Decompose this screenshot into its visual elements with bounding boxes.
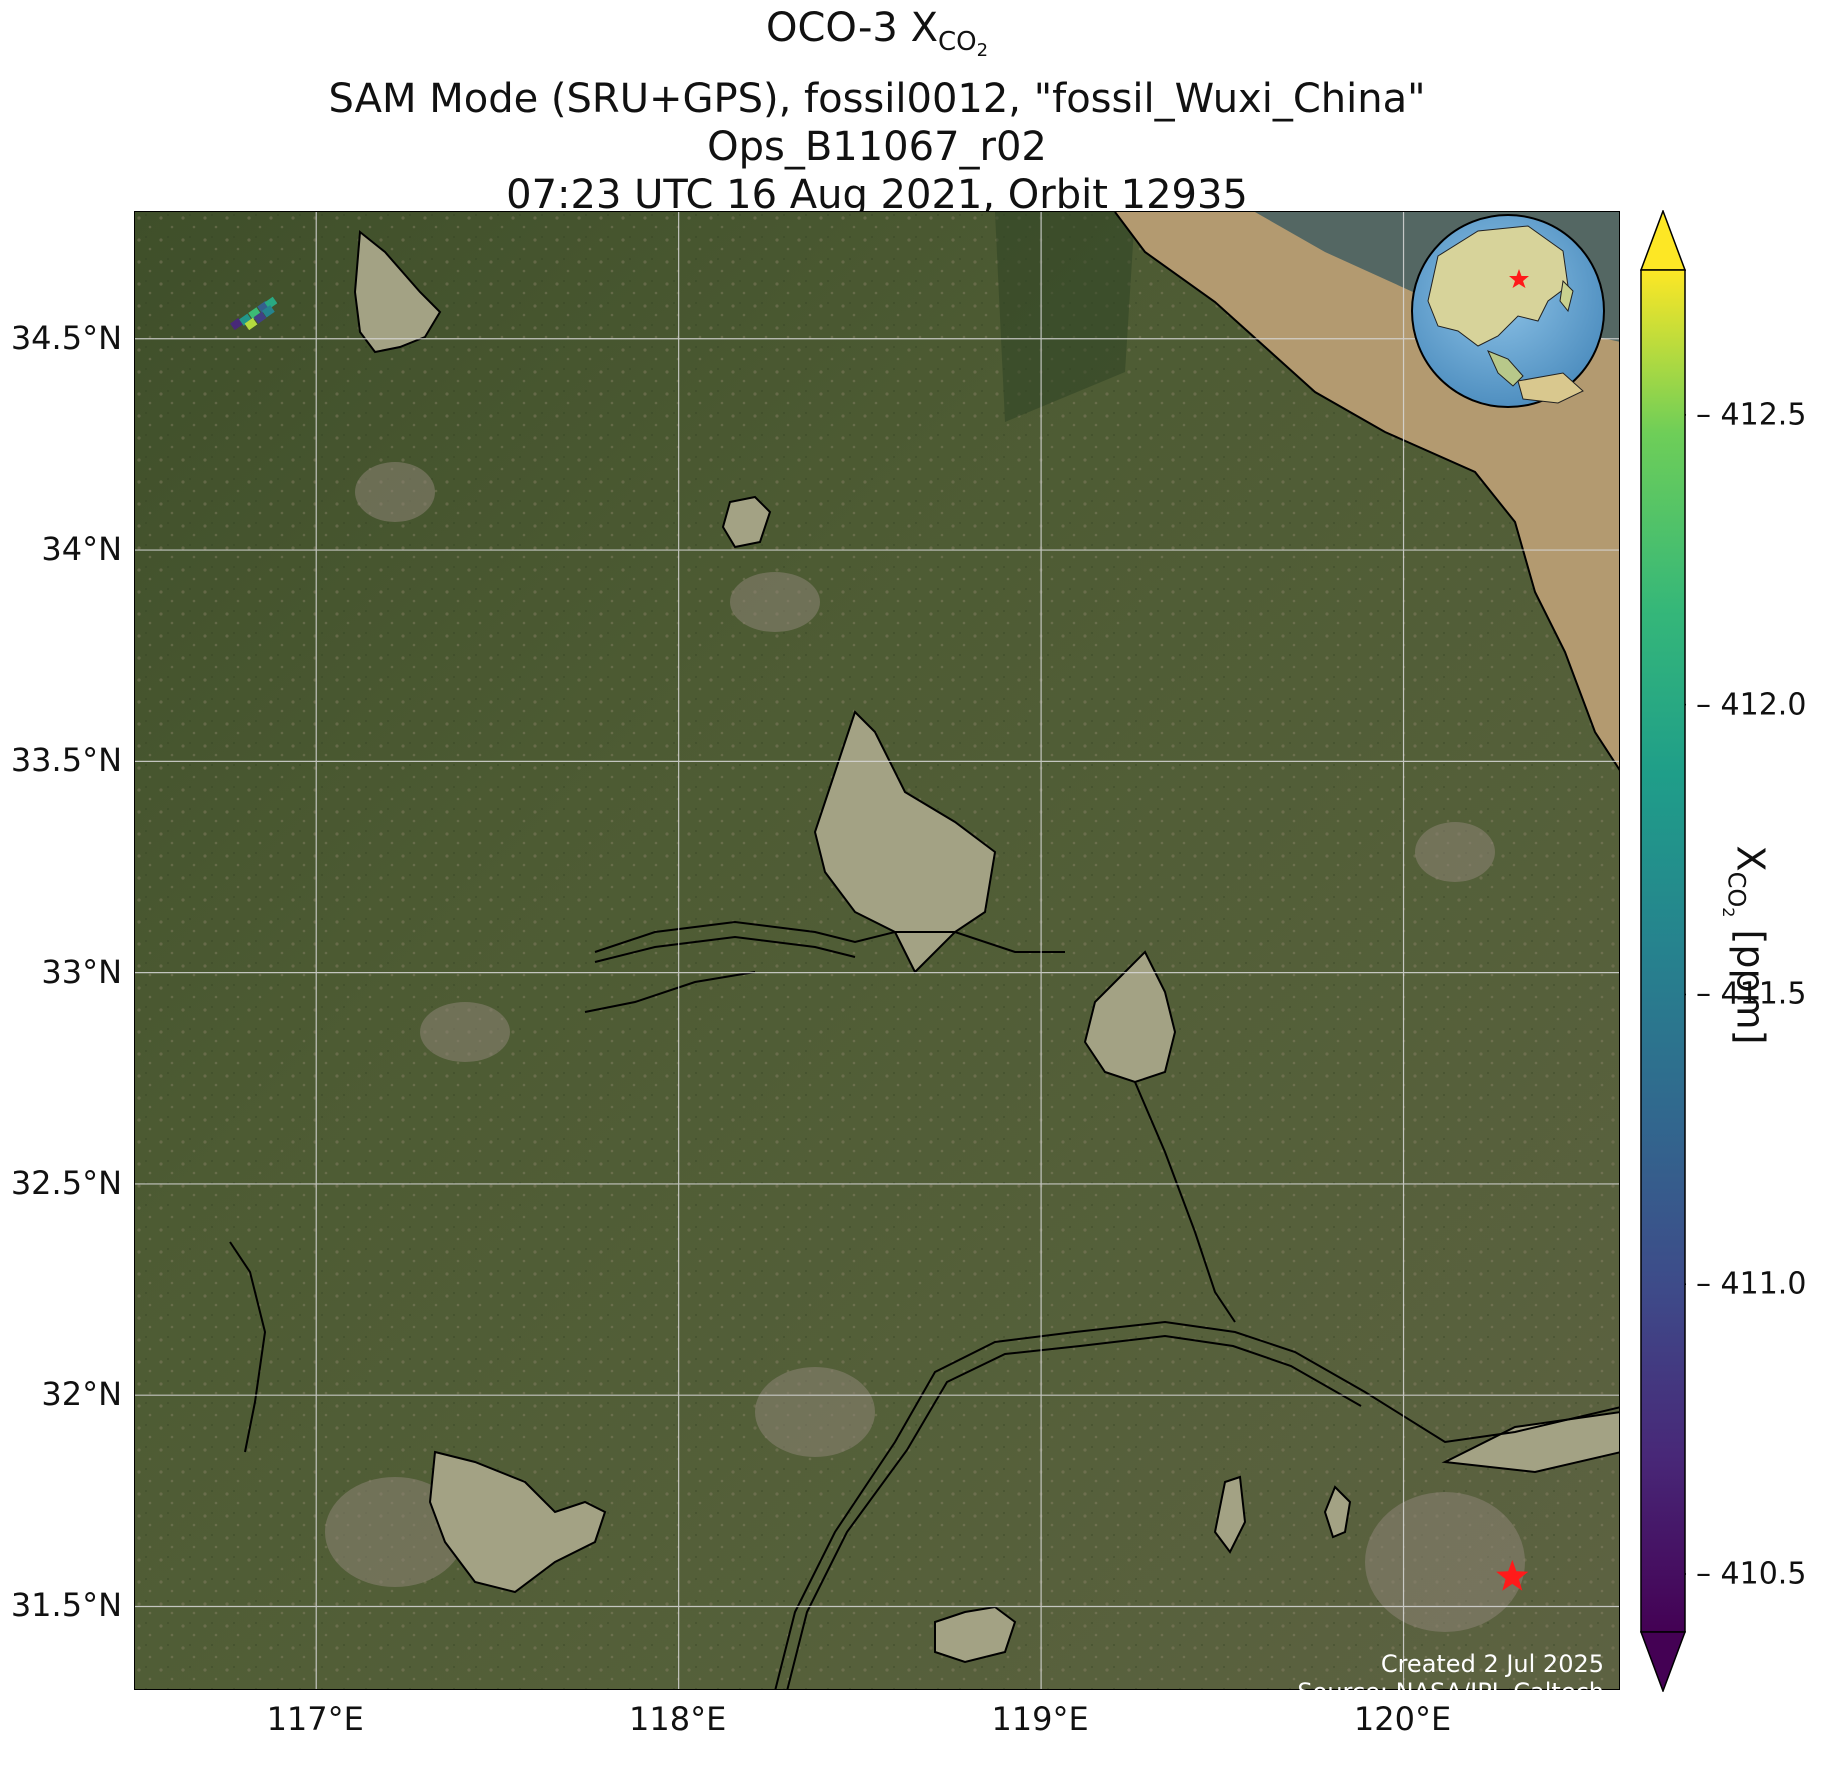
map-canvas — [135, 212, 1619, 1689]
sounding-footprint — [261, 305, 275, 318]
lat-tick-label: 34°N — [41, 530, 122, 569]
globe-australia — [1517, 372, 1584, 404]
weishan-lake — [353, 230, 442, 354]
colorbar-tick-label: – 412.0 — [1696, 687, 1807, 723]
lat-tick-label: 33.5°N — [10, 741, 122, 780]
sounding-footprint — [239, 313, 252, 326]
title-subscript: CO2 — [937, 27, 988, 61]
title-line-2: SAM Mode (SRU+GPS), fossil0012, "fossil_… — [328, 76, 1426, 123]
target-star — [1496, 1559, 1529, 1591]
yangtze-river — [774, 1320, 1619, 1689]
credit-source: Source: NASA/JPL-Caltech — [1297, 1678, 1604, 1706]
colorbar-tick-label: – 411.5 — [1696, 976, 1807, 1012]
colorbar-label-suffix: [ppm] — [1728, 917, 1773, 1045]
colorbar-label-sub: CO2 — [1719, 871, 1752, 918]
lon-tick-label: 119°E — [991, 1700, 1089, 1738]
colorbar — [1640, 210, 1686, 1692]
colorbar-label-prefix: X — [1728, 845, 1773, 872]
credit-created: Created 2 Jul 2025 — [1380, 1650, 1604, 1678]
sounding-footprint — [253, 311, 267, 324]
inset-globe — [1411, 214, 1605, 408]
lat-tick-label: 31.5°N — [10, 1586, 122, 1625]
gucheng-lake — [934, 1605, 1017, 1664]
globe-asia-landmass — [1427, 225, 1569, 347]
title-line-4: 07:23 UTC 16 Aug 2021, Orbit 12935 — [506, 172, 1248, 219]
huai-river-bank — [594, 935, 856, 963]
sounding-footprint — [230, 317, 243, 331]
forest-band — [995, 212, 1135, 422]
river-west — [229, 1241, 267, 1453]
lake-ge — [1323, 1485, 1352, 1539]
colorbar-tick-label: – 410.5 — [1696, 1556, 1807, 1592]
lakes — [353, 230, 1619, 1664]
coastline — [1114, 212, 1619, 771]
colorbar-tick-marks — [1685, 414, 1686, 1575]
sounding-footprint — [244, 317, 258, 331]
title-sub-text: CO — [937, 27, 977, 57]
colorbar-tick-label: – 412.5 — [1696, 397, 1807, 433]
colorbar-tick-label: – 411.0 — [1696, 1266, 1807, 1302]
globe-target-star — [1509, 269, 1529, 288]
lat-tick-label: 33°N — [41, 952, 122, 991]
title-prefix: OCO-3 X — [765, 5, 938, 51]
colorbar-label-subsub-text: 2 — [1719, 907, 1739, 918]
title-line-1: OCO-3 XCO2 — [134, 4, 1620, 75]
gaoyou-lake — [1083, 950, 1177, 1084]
title-line-3: Ops_B11067_r02 — [707, 124, 1047, 171]
lat-tick-label: 34.5°N — [10, 318, 122, 357]
canal-north-south — [1134, 1081, 1236, 1323]
figure-title: OCO-3 XCO2 SAM Mode (SRU+GPS), fossil001… — [134, 4, 1620, 219]
sounding-footprint — [264, 296, 278, 309]
globe-japan — [1559, 279, 1574, 313]
city-patches — [325, 462, 1525, 1632]
land-texture — [135, 212, 1619, 1689]
small-lake-south — [1213, 1475, 1247, 1554]
lon-tick-label: 120°E — [1353, 1700, 1452, 1738]
colorbar-label-sub-text: CO — [1723, 871, 1752, 908]
gridlines — [135, 212, 1619, 1689]
lat-tick-label: 32°N — [41, 1375, 122, 1414]
river-nw — [584, 971, 756, 1013]
target-star-marker — [1496, 1559, 1529, 1591]
sounding-footprint — [248, 307, 261, 320]
lat-tick-label: 32.5°N — [10, 1163, 122, 1202]
colorbar-label: XCO2 [ppm] — [1719, 846, 1772, 1045]
colorbar-body — [1640, 269, 1686, 1633]
sounding-footprints — [230, 296, 278, 331]
hongze-lake — [813, 710, 997, 974]
map-panel[interactable] — [134, 211, 1620, 1690]
colorbar-extend-top — [1640, 210, 1686, 271]
chao-lake — [428, 1450, 607, 1594]
rivers — [229, 920, 1619, 1689]
title-subsub-text: 2 — [976, 40, 989, 62]
lon-tick-label: 118°E — [629, 1700, 727, 1738]
colorbar-extend-bottom — [1640, 1631, 1686, 1692]
small-lake-north — [721, 495, 772, 549]
huai-river — [594, 920, 1065, 953]
lon-tick-label: 117°E — [266, 1700, 364, 1738]
yangtze-bank — [786, 1334, 1362, 1689]
credit-text: Created 2 Jul 2025 Source: NASA/JPL-Calt… — [1297, 1650, 1604, 1706]
